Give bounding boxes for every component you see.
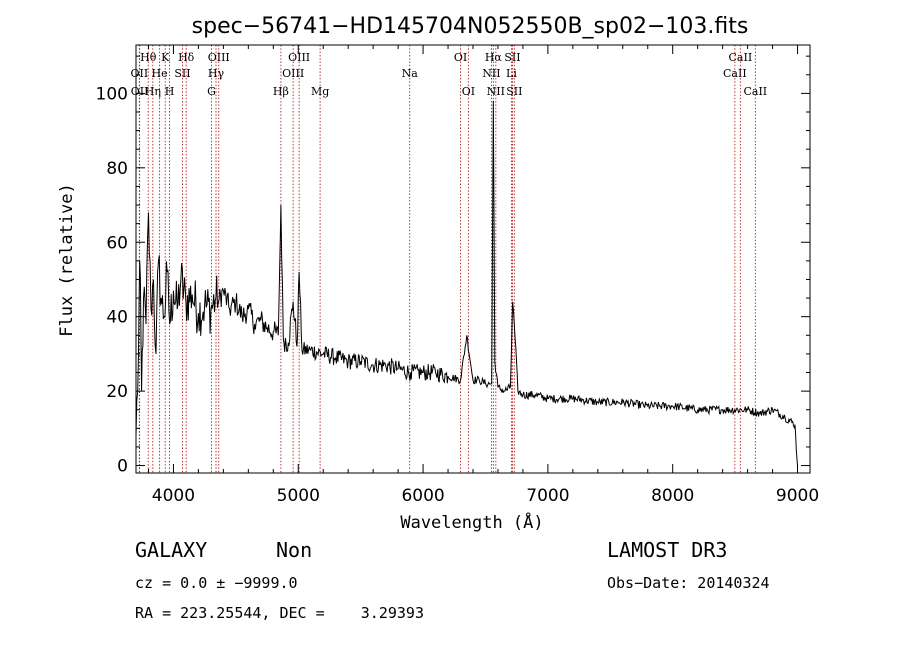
- axis-ticks: 4000 5000 6000 7000 8000 9000 0 20 40 60 80 100: [96, 45, 819, 506]
- spectral-line-label: Hδ: [178, 51, 195, 64]
- spectral-line-label: H: [165, 85, 175, 98]
- spectral-line-label: OIII: [288, 51, 310, 64]
- spectral-line-label: He: [152, 67, 168, 80]
- spectral-line-label: OI: [462, 85, 475, 98]
- spectral-line-markers: [138, 45, 756, 473]
- spectral-line-labels: HθOIIOIIHηHeKHSIIHδGOIIIHγHβOIIIOIIIMgNa…: [131, 51, 768, 98]
- spectral-line-label: Hβ: [273, 85, 289, 98]
- x-tick-label: 7000: [526, 486, 569, 506]
- x-tick-label: 5000: [277, 486, 320, 506]
- spectral-line-label: SII: [504, 51, 520, 64]
- obs-date-text: Obs−Date: 20140324: [607, 574, 770, 592]
- spectrum-line: [135, 100, 798, 466]
- x-tick-label: 6000: [401, 486, 444, 506]
- spectral-line-label: G: [207, 85, 216, 98]
- spectral-line-label: SII: [506, 85, 522, 98]
- y-tick-label: 20: [106, 382, 128, 402]
- spectral-line-label: OIII: [208, 51, 230, 64]
- x-tick-label: 4000: [152, 486, 195, 506]
- spectral-line-label: CaII: [723, 67, 747, 80]
- x-tick-label: 9000: [776, 486, 819, 506]
- object-subclass: Non: [276, 538, 313, 562]
- y-tick-label: 80: [106, 159, 128, 179]
- object-class: GALAXY: [135, 538, 208, 562]
- spectral-line-label: Na: [402, 67, 419, 80]
- spectral-line-label: NII: [482, 67, 500, 80]
- coordinates-text: RA = 223.25544, DEC = 3.29393: [135, 604, 424, 622]
- spectral-line-label: SII: [174, 67, 190, 80]
- plot-frame: [135, 44, 811, 474]
- spectral-line-label: K: [161, 51, 170, 64]
- y-axis-label: Flux (relative): [57, 183, 77, 337]
- spectral-line-label: OIII: [282, 67, 304, 80]
- spectral-line-label: Hγ: [208, 67, 225, 80]
- spectral-line-label: Hθ: [140, 51, 157, 64]
- spectral-line-label: OI: [454, 51, 467, 64]
- survey-name: LAMOST DR3: [607, 538, 728, 562]
- y-tick-label: 100: [96, 84, 128, 104]
- chart-title: spec−56741−HD145704N052550B_sp02−103.fit…: [192, 14, 749, 39]
- spectral-line-label: NII: [487, 85, 505, 98]
- x-tick-label: 8000: [651, 486, 694, 506]
- spectral-line-label: Mg: [311, 85, 329, 98]
- y-tick-label: 60: [106, 233, 128, 253]
- spectral-line-label: CaII: [743, 85, 767, 98]
- x-axis-label: Wavelength (Å): [400, 511, 543, 533]
- spectral-line-label: Hα: [485, 51, 503, 64]
- spectral-line-label: Li: [506, 67, 517, 80]
- y-tick-label: 40: [106, 308, 128, 328]
- spectral-line-label: OII: [131, 85, 149, 98]
- spectral-line-label: CaII: [729, 51, 753, 64]
- redshift-text: cz = 0.0 ± −9999.0: [135, 574, 298, 592]
- y-tick-label: 0: [117, 457, 128, 477]
- spectral-line-label: OII: [131, 67, 149, 80]
- spectral-line-label: Hη: [145, 85, 161, 98]
